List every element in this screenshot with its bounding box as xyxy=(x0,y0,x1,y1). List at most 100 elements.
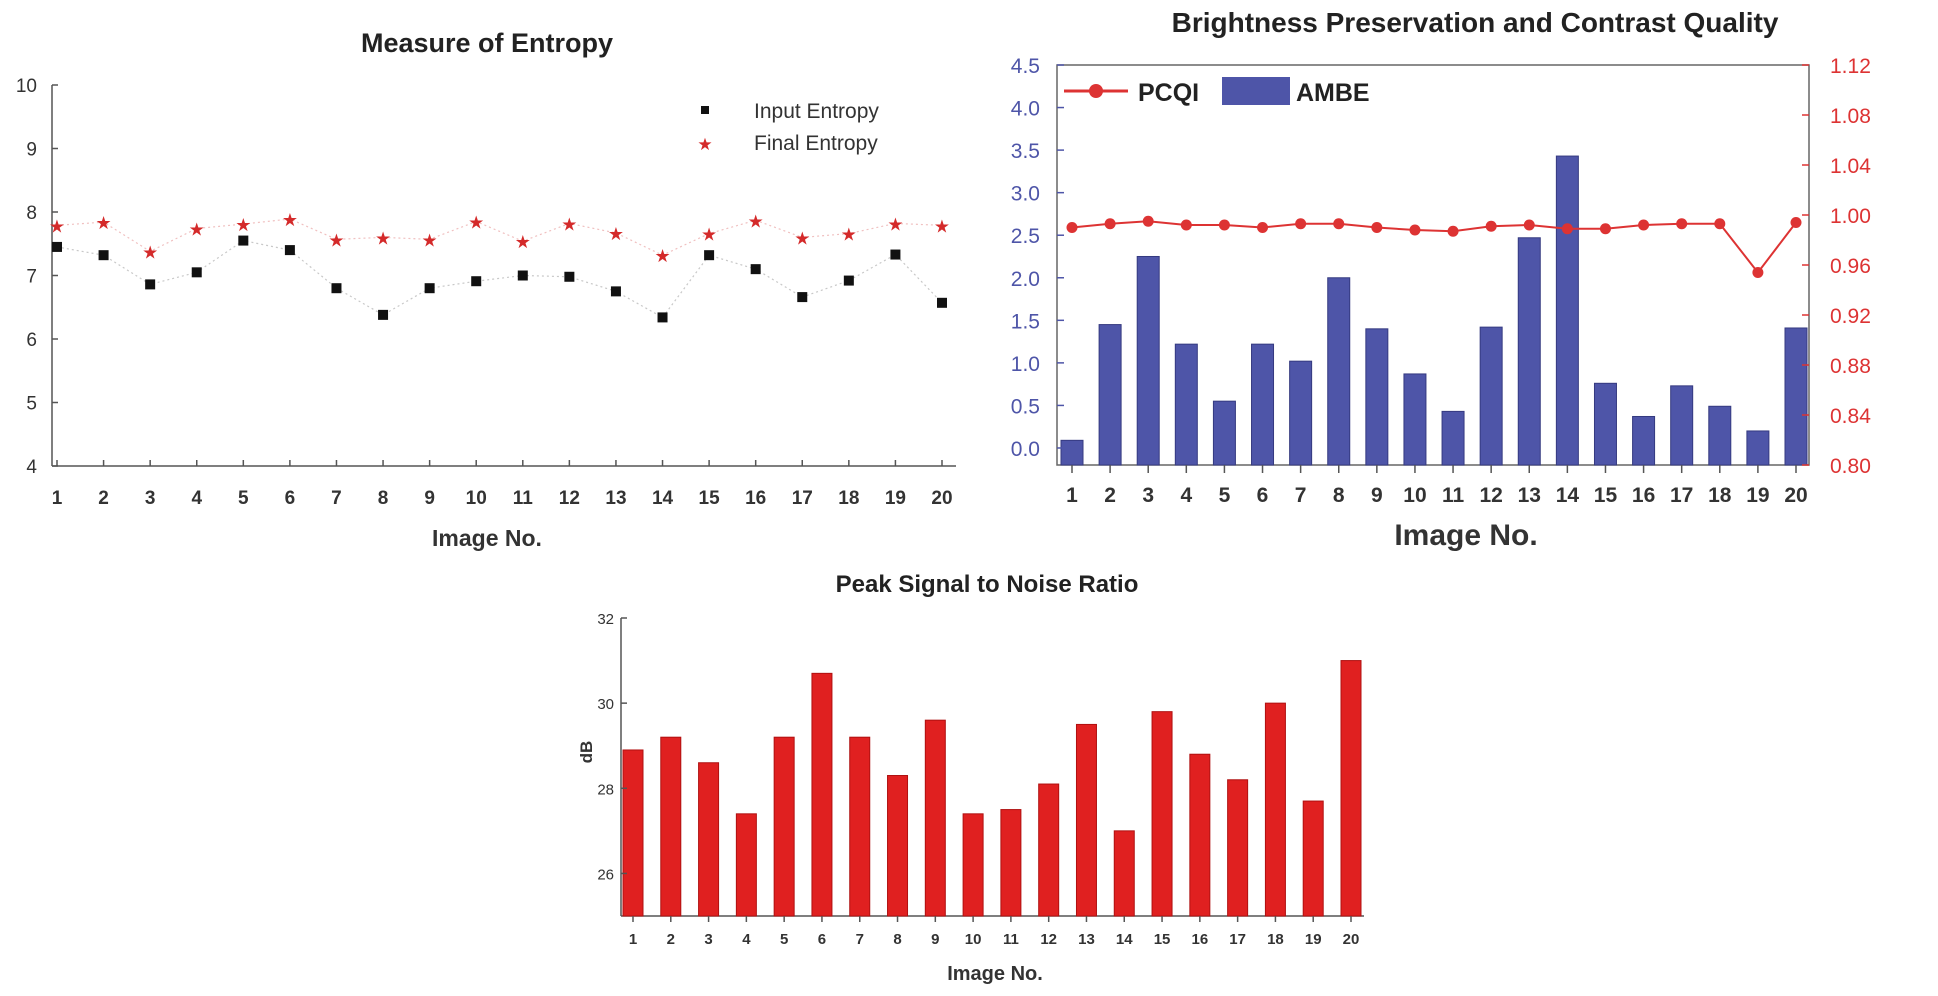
final-entropy-point: ★ xyxy=(654,246,670,266)
entropy-x-tick-label: 3 xyxy=(145,488,156,509)
psnr-y-tick-label: 30 xyxy=(597,696,614,713)
entropy-series-line xyxy=(56,239,943,319)
pcqi-y-tick-label: 1.04 xyxy=(1830,155,1871,178)
ambe-bar xyxy=(1060,439,1084,466)
final-entropy-point: ★ xyxy=(282,210,298,230)
entropy-y-tick-label: 5 xyxy=(26,394,37,415)
pcqi-y-tick-label: 1.08 xyxy=(1830,105,1871,128)
brightness-x-tick-label: 5 xyxy=(1219,484,1231,507)
pcqi-y-tick-label: 0.96 xyxy=(1830,255,1871,278)
pcqi-point xyxy=(1752,267,1764,278)
pcqi-point xyxy=(1333,218,1345,230)
ambe-bar xyxy=(1479,326,1503,466)
entropy-x-tick-label: 7 xyxy=(331,488,342,509)
entropy-x-tick-label: 6 xyxy=(285,488,296,509)
psnr-x-tick-label: 1 xyxy=(629,931,637,948)
pcqi-point xyxy=(1714,218,1726,230)
psnr-x-tick-label: 8 xyxy=(893,931,901,948)
input-entropy-point xyxy=(424,283,435,294)
legend-label-pcqi: PCQI xyxy=(1138,79,1199,107)
ambe-y-tick-label: 3.5 xyxy=(1011,140,1040,163)
entropy-y-tick-label: 9 xyxy=(26,140,37,161)
pcqi-point xyxy=(1638,219,1650,231)
psnr-bar xyxy=(622,749,644,917)
psnr-x-tick-label: 17 xyxy=(1229,931,1246,948)
entropy-y-tick-label: 10 xyxy=(16,76,37,97)
ambe-bar xyxy=(1632,415,1656,466)
psnr-bar xyxy=(1151,711,1173,917)
brightness-x-tick-label: 6 xyxy=(1257,484,1269,507)
brightness-x-tick-label: 7 xyxy=(1295,484,1307,507)
entropy-chart-title: Measure of Entropy xyxy=(361,28,613,58)
brightness-x-tick-label: 15 xyxy=(1594,484,1618,507)
input-entropy-point xyxy=(517,270,528,281)
ambe-bar xyxy=(1098,324,1122,466)
final-entropy-point: ★ xyxy=(748,211,764,231)
ambe-y-tick-label: 2.5 xyxy=(1011,225,1040,248)
input-entropy-point xyxy=(610,286,621,297)
psnr-bar xyxy=(1075,723,1097,917)
psnr-x-tick-label: 12 xyxy=(1040,931,1057,948)
psnr-bar xyxy=(1000,809,1022,917)
psnr-x-tick-label: 10 xyxy=(965,931,982,948)
ambe-bar xyxy=(1441,410,1465,466)
brightness-x-tick-label: 16 xyxy=(1632,484,1655,507)
ambe-y-tick-label: 3.0 xyxy=(1011,183,1040,206)
entropy-legend: Input Entropy ★ Final Entropy xyxy=(697,100,879,155)
pcqi-point xyxy=(1104,218,1116,230)
brightness-x-tick-label: 4 xyxy=(1180,484,1192,507)
psnr-x-tick-label: 2 xyxy=(667,931,675,948)
ambe-bar xyxy=(1517,237,1541,466)
ambe-bar xyxy=(1555,155,1579,466)
ambe-y-tick-label: 4.0 xyxy=(1011,98,1040,121)
entropy-x-tick-label: 2 xyxy=(98,488,109,509)
psnr-bar xyxy=(924,719,946,917)
brightness-x-tick-label: 18 xyxy=(1708,484,1732,507)
pcqi-line xyxy=(1071,220,1797,275)
pcqi-y-tick-label: 0.92 xyxy=(1830,305,1871,328)
psnr-x-tick-label: 5 xyxy=(780,931,788,948)
ambe-y-tick-label: 0.5 xyxy=(1011,395,1040,418)
psnr-x-tick-label: 11 xyxy=(1003,931,1019,948)
brightness-x-tick-label: 20 xyxy=(1784,484,1807,507)
brightness-x-tick-label: 13 xyxy=(1518,484,1541,507)
entropy-x-tick-label: 17 xyxy=(792,488,813,509)
pcqi-point xyxy=(1218,219,1230,231)
brightness-x-tick-label: 9 xyxy=(1371,484,1383,507)
brightness-x-tick-label: 2 xyxy=(1104,484,1116,507)
psnr-bar xyxy=(1189,753,1211,917)
entropy-x-tick-label: 4 xyxy=(191,488,202,509)
psnr-bar xyxy=(735,813,757,917)
entropy-x-tick-label: 18 xyxy=(838,488,859,509)
final-entropy-point: ★ xyxy=(841,225,857,245)
entropy-x-tick-label: 10 xyxy=(466,488,487,509)
ambe-bar xyxy=(1670,385,1694,466)
brightness-chart-title: Brightness Preservation and Contrast Qua… xyxy=(1172,7,1779,38)
ambe-y-tick-label: 1.0 xyxy=(1011,353,1040,376)
input-entropy-point xyxy=(704,250,715,261)
entropy-x-tick-label: 14 xyxy=(652,488,674,509)
ambe-bar xyxy=(1593,382,1617,466)
ambe-y-tick-label: 0.0 xyxy=(1011,438,1040,461)
psnr-x-tick-label: 13 xyxy=(1078,931,1095,948)
psnr-y-tick-label: 28 xyxy=(597,781,614,798)
final-entropy-point: ★ xyxy=(561,214,577,234)
pcqi-point xyxy=(1066,222,1078,233)
ambe-y-tick-label: 1.5 xyxy=(1011,310,1040,333)
psnr-x-tick-label: 6 xyxy=(818,931,826,948)
psnr-bar xyxy=(811,672,833,917)
pcqi-point xyxy=(1447,225,1459,237)
input-entropy-point xyxy=(238,235,249,246)
psnr-bar xyxy=(1038,783,1060,917)
entropy-y-tick-label: 8 xyxy=(26,203,37,224)
brightness-x-tick-label: 11 xyxy=(1442,484,1465,507)
entropy-x-tick-label: 8 xyxy=(378,488,389,509)
pcqi-point xyxy=(1257,222,1269,233)
ambe-bar xyxy=(1212,400,1236,466)
ambe-bar xyxy=(1746,430,1770,466)
pcqi-point xyxy=(1485,220,1497,232)
pcqi-y-tick-label: 1.00 xyxy=(1830,205,1871,228)
